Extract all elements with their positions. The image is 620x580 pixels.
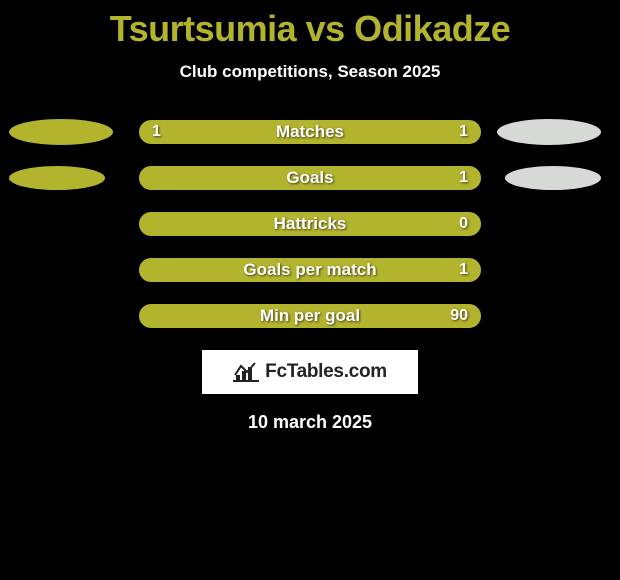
bar-chart-icon xyxy=(233,361,259,383)
stat-label: Goals xyxy=(286,168,333,188)
logo-text: FcTables.com xyxy=(265,361,387,383)
right-player-ellipse xyxy=(505,166,601,190)
left-player-ellipse xyxy=(9,119,113,145)
stat-right-value: 1 xyxy=(459,261,468,279)
stat-right-value: 0 xyxy=(459,215,468,233)
stat-label: Matches xyxy=(276,122,344,142)
subtitle: Club competitions, Season 2025 xyxy=(0,62,620,82)
stat-row: Hattricks 0 xyxy=(0,212,620,236)
stat-bar: Min per goal 90 xyxy=(139,304,481,328)
stat-right-value: 1 xyxy=(459,123,468,141)
stat-right-value: 90 xyxy=(450,307,468,325)
left-player-ellipse xyxy=(9,166,105,190)
right-player-ellipse xyxy=(497,119,601,145)
stat-row: Matches 1 1 xyxy=(0,120,620,144)
stat-left-value: 1 xyxy=(152,123,161,141)
date-label: 10 march 2025 xyxy=(0,412,620,433)
stat-bar: Hattricks 0 xyxy=(139,212,481,236)
stat-row: Goals per match 1 xyxy=(0,258,620,282)
stat-label: Hattricks xyxy=(274,214,347,234)
page-title: Tsurtsumia vs Odikadze xyxy=(0,0,620,50)
stat-bar: Goals 1 xyxy=(139,166,481,190)
stat-label: Goals per match xyxy=(243,260,376,280)
stat-bar: Matches 1 1 xyxy=(139,120,481,144)
stat-row: Min per goal 90 xyxy=(0,304,620,328)
stat-label: Min per goal xyxy=(260,306,360,326)
stat-bar: Goals per match 1 xyxy=(139,258,481,282)
logo-box: FcTables.com xyxy=(202,350,418,394)
comparison-rows: Matches 1 1 Goals 1 Hattricks 0 Goals per match… xyxy=(0,120,620,328)
stat-right-value: 1 xyxy=(459,169,468,187)
stat-row: Goals 1 xyxy=(0,166,620,190)
